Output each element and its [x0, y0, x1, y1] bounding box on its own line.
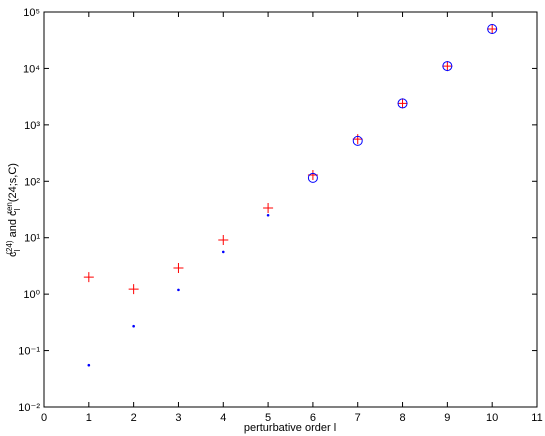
y-axis-label-part: and c — [7, 210, 19, 240]
circle-marker — [442, 61, 453, 72]
plus-marker — [128, 284, 139, 295]
y-tick-label: 10⁻² — [18, 402, 40, 414]
y-tick-label: 10⁵ — [23, 7, 40, 19]
x-tick-label: 0 — [41, 412, 47, 424]
circle-marker — [397, 98, 408, 109]
y-axis-label-part: ren — [5, 202, 14, 214]
y-axis-label-part: l — [13, 249, 22, 251]
dot-marker — [132, 324, 135, 328]
circle-marker — [352, 135, 363, 146]
plus-marker — [173, 263, 184, 274]
plus-marker — [83, 272, 94, 283]
x-tick-label: 1 — [86, 412, 92, 424]
y-axis-label-part: (24) — [5, 240, 14, 255]
y-tick-label: 10¹ — [24, 233, 40, 245]
x-tick-label: 3 — [175, 412, 181, 424]
y-axis-label-part: (24;s,C) — [7, 163, 19, 202]
y-axis-label-part: l — [13, 208, 22, 210]
dot-marker — [266, 213, 270, 217]
y-tick-label: 10² — [24, 176, 40, 188]
plus-marker — [442, 61, 453, 72]
x-tick-label: 8 — [399, 412, 405, 424]
y-axis-label: cl(24) and clren(24;s,C) — [5, 163, 22, 257]
y-tick-label: 10⁰ — [23, 289, 40, 301]
plus-marker — [397, 98, 408, 109]
dot-marker — [221, 250, 225, 254]
x-axis-label: perturbative order l — [244, 422, 336, 434]
plus-marker — [352, 134, 363, 145]
x-tick-label: 9 — [444, 412, 450, 424]
dot-marker — [87, 363, 91, 367]
x-tick-label: 6 — [310, 412, 316, 424]
x-tick-label: 10 — [486, 412, 498, 424]
circle-marker — [307, 172, 318, 183]
dot-marker — [177, 288, 180, 292]
y-tick-label: 10³ — [24, 120, 40, 132]
y-tick-label: 10⁻¹ — [18, 346, 40, 358]
plus-marker — [487, 23, 498, 34]
x-tick-label: 2 — [131, 412, 137, 424]
y-tick-label: 10⁴ — [23, 63, 40, 75]
plus-marker — [263, 203, 274, 214]
x-tick-label: 7 — [355, 412, 361, 424]
x-tick-label: 4 — [220, 412, 226, 424]
y-axis-label-part: c — [7, 251, 19, 257]
x-tick-label: 11 — [531, 412, 542, 424]
plus-marker — [218, 235, 229, 246]
plot-frame — [43, 11, 538, 408]
x-tick-label: 5 — [265, 412, 271, 424]
circle-marker — [487, 23, 498, 34]
